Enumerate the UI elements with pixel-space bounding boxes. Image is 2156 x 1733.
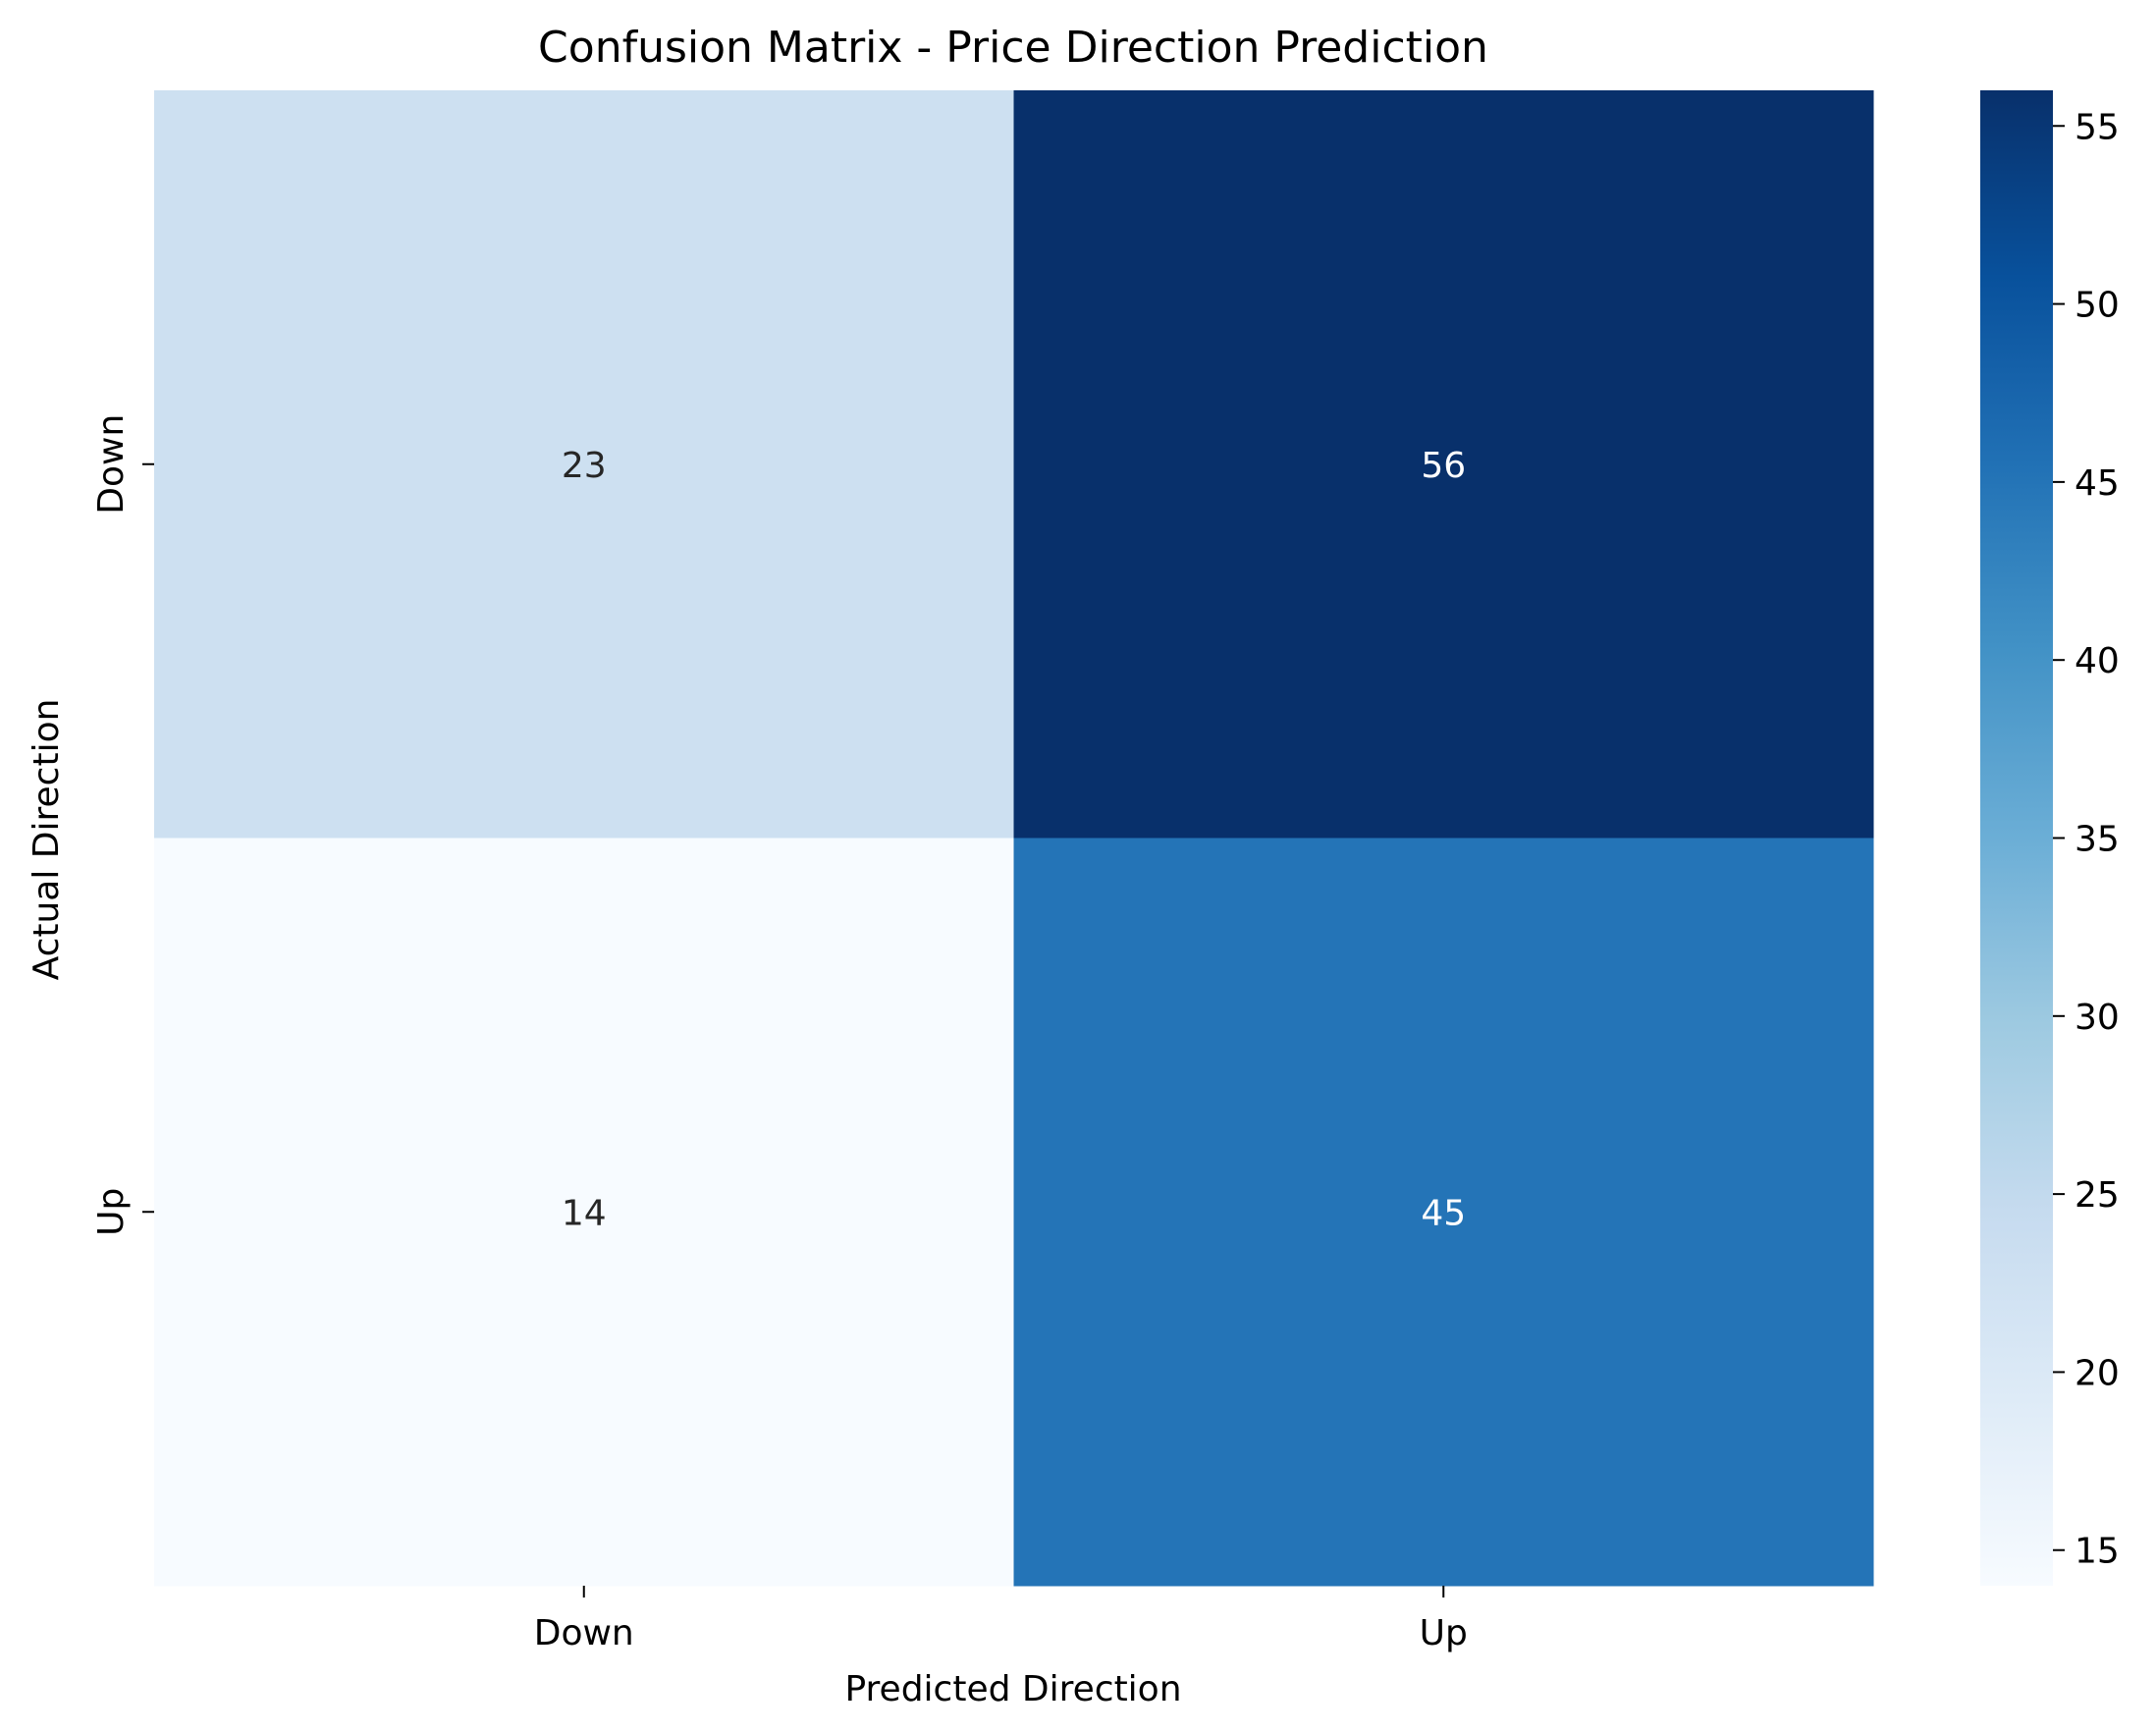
heatmap-cell [154, 838, 1014, 1587]
x-axis: Down Up [534, 1586, 1468, 1653]
heatmap-cells [154, 90, 1874, 1587]
heatmap-cell [154, 90, 1014, 839]
cell-value-label: 56 [1421, 446, 1466, 486]
heatmap-cell [1013, 90, 1874, 839]
colorbar-tick-label: 40 [2075, 641, 2120, 681]
y-tick-label: Up [91, 1188, 132, 1236]
colorbar-tick-label: 50 [2075, 286, 2120, 326]
colorbar-ticks: 15 20 25 30 35 40 45 50 55 [2053, 107, 2120, 1572]
colorbar-tick-label: 55 [2075, 107, 2120, 147]
x-axis-label: Predicted Direction [844, 1669, 1181, 1709]
y-tick-label: Down [91, 414, 132, 514]
heatmap-cell-labels: 23 56 14 45 [562, 446, 1466, 1234]
x-tick-label: Up [1420, 1613, 1468, 1653]
x-tick-label: Down [534, 1613, 634, 1653]
cell-value-label: 45 [1421, 1193, 1466, 1233]
y-axis: Down Up [91, 414, 154, 1236]
colorbar-tick-label: 45 [2075, 463, 2120, 504]
colorbar-tick-label: 35 [2075, 820, 2120, 860]
colorbar-tick-label: 20 [2075, 1353, 2120, 1393]
heatmap-cell [1013, 838, 1874, 1587]
colorbar-tick-label: 30 [2075, 998, 2120, 1038]
colorbar [1980, 90, 2053, 1586]
colorbar-tick-label: 25 [2075, 1175, 2120, 1216]
colorbar-tick-label: 15 [2075, 1532, 2120, 1572]
y-axis-label: Actual Direction [27, 699, 67, 981]
cell-value-label: 23 [562, 446, 607, 486]
chart-title: Confusion Matrix - Price Direction Predi… [538, 23, 1488, 73]
cell-value-label: 14 [562, 1193, 607, 1233]
